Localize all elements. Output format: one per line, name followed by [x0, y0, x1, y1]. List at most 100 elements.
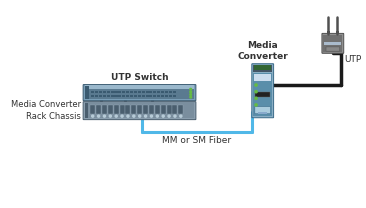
Bar — [137, 105, 142, 114]
Bar — [131, 105, 136, 114]
Bar — [99, 95, 102, 97]
Bar — [165, 95, 168, 97]
Text: Media Converter
Rack Chassis: Media Converter Rack Chassis — [11, 100, 81, 121]
Bar — [91, 92, 94, 93]
Text: UTP Switch: UTP Switch — [111, 73, 168, 82]
Bar — [102, 105, 107, 114]
Bar — [118, 95, 122, 97]
Text: Media
Converter: Media Converter — [237, 41, 288, 61]
Bar — [327, 31, 330, 34]
Bar — [115, 92, 117, 93]
Bar — [172, 105, 178, 114]
Bar — [115, 95, 117, 97]
Bar — [258, 111, 268, 114]
Bar — [173, 95, 176, 97]
Bar — [173, 92, 176, 93]
Bar — [126, 92, 129, 93]
Circle shape — [121, 115, 123, 117]
Bar — [143, 105, 148, 114]
Circle shape — [180, 115, 182, 117]
Circle shape — [255, 97, 257, 99]
Bar — [254, 74, 271, 81]
Bar — [253, 65, 272, 72]
Bar — [85, 89, 194, 99]
Bar — [169, 95, 172, 97]
Bar — [161, 105, 166, 114]
Circle shape — [97, 115, 100, 117]
Bar — [107, 92, 110, 93]
Circle shape — [190, 91, 191, 93]
Bar — [85, 103, 88, 118]
Circle shape — [255, 104, 257, 106]
Bar — [161, 95, 164, 97]
FancyBboxPatch shape — [326, 47, 340, 51]
Bar — [153, 95, 156, 97]
Bar — [85, 85, 194, 90]
Bar — [108, 105, 113, 114]
Bar — [122, 92, 125, 93]
Bar — [146, 95, 149, 97]
Bar — [95, 92, 98, 93]
Circle shape — [104, 115, 105, 117]
Bar — [134, 95, 137, 97]
Circle shape — [145, 115, 147, 117]
Bar — [323, 35, 342, 52]
Circle shape — [162, 115, 164, 117]
Bar — [85, 86, 89, 99]
Bar — [120, 105, 124, 114]
Bar — [122, 95, 125, 97]
Bar — [103, 92, 106, 93]
Circle shape — [115, 115, 117, 117]
Circle shape — [190, 96, 191, 98]
Bar — [161, 92, 164, 93]
FancyBboxPatch shape — [252, 64, 274, 118]
Bar — [138, 92, 141, 93]
Bar — [85, 102, 194, 118]
Bar — [178, 105, 183, 114]
Bar — [169, 92, 172, 93]
Circle shape — [139, 115, 141, 117]
Bar — [254, 65, 271, 70]
Bar — [149, 92, 153, 93]
FancyBboxPatch shape — [83, 85, 196, 101]
Bar — [153, 92, 156, 93]
Bar — [138, 95, 141, 97]
Bar — [157, 92, 160, 93]
Text: UTP: UTP — [344, 55, 362, 64]
Circle shape — [190, 94, 191, 95]
FancyBboxPatch shape — [83, 102, 196, 120]
Bar — [253, 73, 272, 116]
Text: MM or SM Fiber: MM or SM Fiber — [163, 136, 232, 145]
Bar — [130, 92, 133, 93]
Circle shape — [109, 115, 111, 117]
Bar — [96, 105, 101, 114]
Circle shape — [190, 88, 191, 90]
Bar — [99, 92, 102, 93]
Bar — [142, 92, 145, 93]
Bar — [107, 95, 110, 97]
Circle shape — [150, 115, 153, 117]
Circle shape — [174, 115, 176, 117]
Bar — [324, 42, 341, 45]
Circle shape — [127, 115, 129, 117]
Bar — [95, 95, 98, 97]
Bar — [130, 95, 133, 97]
Bar — [146, 92, 149, 93]
Bar — [142, 95, 145, 97]
Bar — [111, 92, 113, 93]
Bar — [91, 95, 94, 97]
Bar — [167, 105, 172, 114]
Circle shape — [255, 84, 257, 86]
Circle shape — [255, 90, 257, 93]
Circle shape — [168, 115, 170, 117]
Bar — [149, 105, 154, 114]
FancyBboxPatch shape — [322, 33, 344, 53]
Bar — [118, 92, 122, 93]
Circle shape — [133, 115, 135, 117]
Bar — [149, 95, 153, 97]
Bar — [255, 92, 270, 97]
Bar — [157, 95, 160, 97]
Bar — [336, 31, 339, 34]
Bar — [165, 92, 168, 93]
Bar — [126, 105, 130, 114]
